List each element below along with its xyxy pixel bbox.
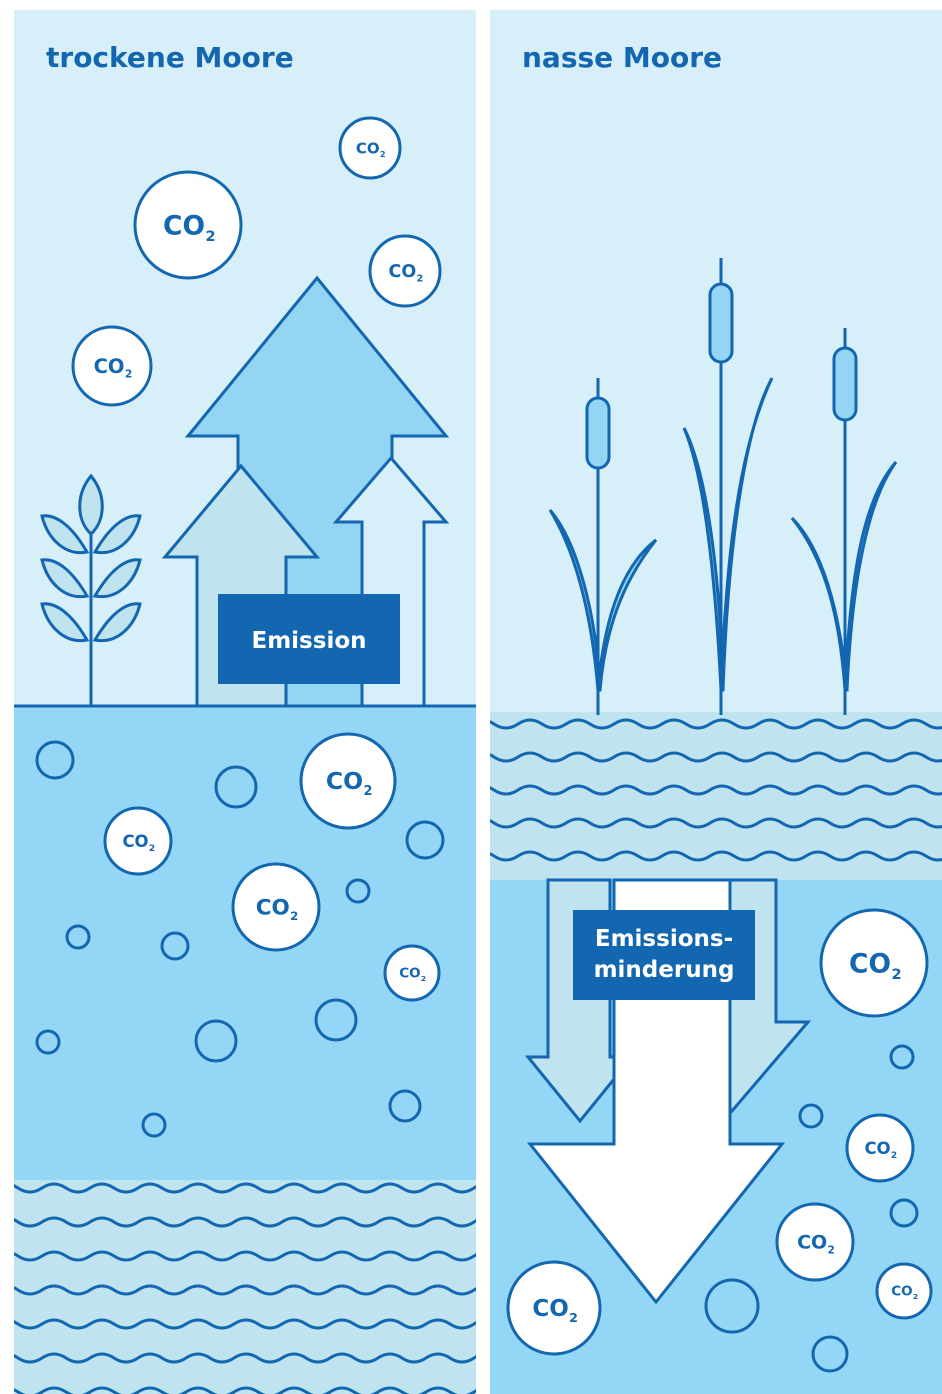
co2-subscript: 2 xyxy=(913,1292,918,1301)
reed-plants xyxy=(548,258,898,715)
co2-bubble-icon: CO 2 xyxy=(506,1260,602,1356)
co2-label: CO xyxy=(849,948,891,979)
co2-label: CO xyxy=(326,767,363,795)
co2-label: CO xyxy=(94,355,125,378)
soil-bubbles xyxy=(35,740,445,1138)
co2-subscript: 2 xyxy=(417,274,424,285)
emission-label: Emission xyxy=(252,628,367,654)
co2-bubble-circle xyxy=(775,1202,855,1282)
emission-label-box xyxy=(218,594,400,684)
co2-subscript: 2 xyxy=(290,909,298,923)
reed-icon xyxy=(548,378,658,715)
co2-bubble-icon: CO 2 xyxy=(775,1202,855,1282)
co2-label: CO xyxy=(163,210,205,241)
reduction-label-line2: minderung xyxy=(594,957,735,983)
wave-line xyxy=(490,817,942,829)
co2-bubble-icon: CO 2 xyxy=(383,944,441,1002)
co2-bubble-circle xyxy=(383,944,441,1002)
co2-bubble-icon: CO 2 xyxy=(71,325,153,407)
water-waves xyxy=(490,718,942,862)
reduction-label-box xyxy=(573,910,755,1000)
wave-line xyxy=(490,718,942,730)
co2-subscript: 2 xyxy=(205,228,215,245)
co2-subscript: 2 xyxy=(380,149,386,159)
wave-line xyxy=(14,1284,476,1296)
wave-line xyxy=(490,751,942,763)
reduction-label-line1: Emissions- xyxy=(595,926,733,952)
wave-line xyxy=(14,1386,476,1394)
co2-label: CO xyxy=(356,139,380,157)
panel-title-dry: trockene Moore xyxy=(46,41,294,74)
co2-bubble-circle xyxy=(103,806,173,876)
co2-bubble-icon: CO 2 xyxy=(103,806,173,876)
co2-bubble-circle xyxy=(71,325,153,407)
co2-bubble-icon: CO 2 xyxy=(875,1262,933,1320)
panel-wet-moor: Emissions- minderung xyxy=(490,10,942,1394)
reed-icon xyxy=(682,258,774,715)
co2-label: CO xyxy=(389,262,417,282)
panel-dry-moor: Emission xyxy=(14,10,476,1394)
co2-subscript: 2 xyxy=(891,966,901,983)
soil-bubbles xyxy=(704,1044,919,1373)
co2-bubble-circle xyxy=(819,908,929,1018)
co2-bubble-circle xyxy=(231,862,321,952)
co2-label: CO xyxy=(532,1296,568,1322)
wave-line xyxy=(14,1352,476,1364)
co2-subscript: 2 xyxy=(149,844,155,854)
wave-line xyxy=(490,784,942,796)
wave-line xyxy=(14,1182,476,1194)
wave-line xyxy=(490,850,942,862)
co2-bubble-icon: CO 2 xyxy=(819,908,929,1018)
co2-label: CO xyxy=(797,1232,827,1254)
groundwater-waves xyxy=(14,1182,476,1394)
co2-subscript: 2 xyxy=(891,1151,897,1161)
panel-title-wet: nasse Moore xyxy=(522,41,722,74)
wave-line xyxy=(14,1250,476,1262)
water-zone xyxy=(490,712,942,882)
co2-bubble-icon: CO 2 xyxy=(368,234,442,308)
co2-bubble-icon: CO 2 xyxy=(338,116,402,180)
reed-icon xyxy=(790,328,898,715)
co2-bubble-icon: CO 2 xyxy=(845,1113,915,1183)
co2-bubble-circle xyxy=(506,1260,602,1356)
co2-bubble-circle xyxy=(338,116,402,180)
co2-bubble-circle xyxy=(845,1113,915,1183)
crop-plant-icon xyxy=(40,473,142,706)
wave-line xyxy=(14,1216,476,1228)
co2-subscript: 2 xyxy=(125,368,132,381)
co2-bubble-circle xyxy=(875,1262,933,1320)
wave-line xyxy=(14,1318,476,1330)
co2-subscript: 2 xyxy=(828,1244,835,1256)
co2-label: CO xyxy=(256,896,290,921)
co2-bubble-icon: CO 2 xyxy=(299,732,397,830)
co2-subscript: 2 xyxy=(421,974,426,983)
co2-bubble-icon: CO 2 xyxy=(133,170,243,280)
co2-label: CO xyxy=(399,966,420,982)
co2-subscript: 2 xyxy=(363,784,372,799)
co2-bubble-circle xyxy=(368,234,442,308)
co2-bubble-icon: CO 2 xyxy=(231,862,321,952)
co2-bubbles: CO 2CO 2CO 2CO 2CO 2CO 2CO 2CO 2 CO 2CO 2CO 2CO 2CO 2 xyxy=(71,116,933,1356)
co2-label: CO xyxy=(891,1284,912,1300)
co2-bubble-circle xyxy=(299,732,397,830)
co2-bubble-circle xyxy=(133,170,243,280)
co2-label: CO xyxy=(864,1139,890,1158)
co2-label: CO xyxy=(122,832,148,851)
co2-subscript: 2 xyxy=(569,1310,578,1325)
